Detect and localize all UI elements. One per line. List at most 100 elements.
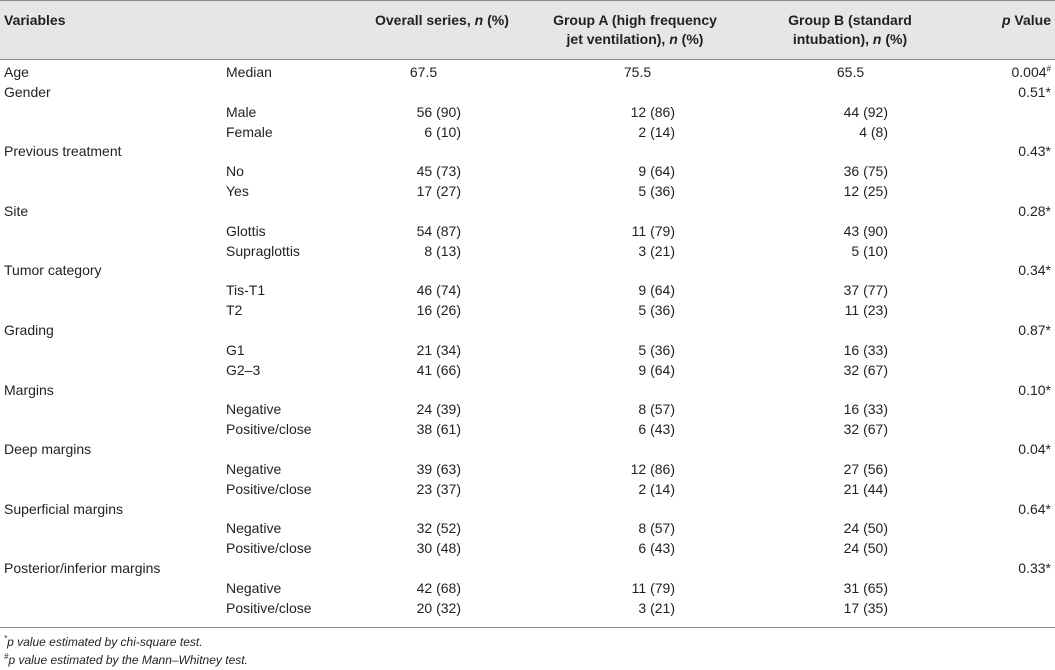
row-overall-value: 32 (52) [416,520,461,537]
row-p-value: 0.87* [1018,321,1051,338]
row-overall-value: 54 (87) [416,222,461,239]
row-subcategory: Positive/close [226,421,312,438]
row-p-value: 0.34* [1018,262,1051,279]
row-group-b-value: 44 (92) [843,103,888,120]
row-overall-value: 21 (34) [416,341,461,358]
row-subcategory: Tis-T1 [226,282,266,299]
table-row: Positive/close 20 (32) 3 (21) 17 (35) [0,599,1055,619]
row-group-a-value: 9 (64) [638,163,675,180]
row-p-value: 0.43* [1018,143,1051,160]
row-group-a-value: 3 (21) [638,599,675,616]
row-group-b-value: 32 (67) [843,361,888,378]
header-overall-series: Overall series, n (%) [375,12,509,28]
table-row: T2 16 (26) 5 (36) 11 (23) [0,301,1055,321]
row-group-b-value: 36 (75) [843,163,888,180]
row-group-b-value: 24 (50) [843,540,888,557]
row-group-b-value: 24 (50) [843,520,888,537]
row-group-a-value: 6 (43) [638,540,675,557]
table-header: Variables Overall series, n (%) Group A … [0,0,1055,60]
table-bottom-rule [0,627,1055,628]
row-subcategory: Positive/close [226,540,312,557]
row-group-b-value: 4 (8) [859,123,888,140]
row-overall-value: 41 (66) [416,361,461,378]
row-group-b-value: 16 (33) [843,401,888,418]
row-overall-value: 42 (68) [416,579,461,596]
row-overall-value: 24 (39) [416,401,461,418]
row-group-b-value: 27 (56) [843,460,888,477]
row-overall-value: 17 (27) [416,183,461,200]
table-row: Age Median 67.5 75.5 65.5 0.004# [0,63,1055,83]
table-row: Posterior/inferior margins 0.33* [0,559,1055,579]
row-group-b-value: 12 (25) [843,183,888,200]
row-subcategory: No [226,163,244,180]
row-overall-value: 56 (90) [416,103,461,120]
row-variable: Site [4,202,29,219]
row-subcategory: T2 [226,302,243,319]
row-overall-value: 23 (37) [416,480,461,497]
row-variable: Tumor category [4,262,102,279]
row-group-a-value: 11 (79) [631,579,675,596]
header-group-a: Group A (high frequency jet ventilation)… [553,12,717,47]
table-row: No 45 (73) 9 (64) 36 (75) [0,162,1055,182]
row-group-b-value: 65.5 [836,64,865,80]
row-group-a-value: 8 (57) [638,520,675,537]
table-row: Positive/close 38 (61) 6 (43) 32 (67) [0,420,1055,440]
row-group-b-value: 17 (35) [843,599,888,616]
header-p-value: p Value [1001,12,1051,28]
table-row: Female 6 (10) 2 (14) 4 (8) [0,123,1055,143]
row-subcategory: Glottis [226,222,266,239]
row-p-value: 0.28* [1018,202,1051,219]
row-subcategory: Positive/close [226,480,312,497]
row-group-a-value: 3 (21) [638,242,675,259]
table-row: Deep margins 0.04* [0,440,1055,460]
footnote-mann-whitney: #p value estimated by the Mann–Whitney t… [4,652,248,668]
header-variables: Variables [4,12,66,28]
row-overall-value: 39 (63) [416,460,461,477]
table-row: Previous treatment 0.43* [0,142,1055,162]
row-variable: Age [4,64,29,80]
table-row: Tumor category 0.34* [0,261,1055,281]
row-subcategory: Negative [226,401,282,418]
row-overall-value: 38 (61) [416,421,461,438]
row-group-b-value: 11 (23) [844,302,888,319]
row-subcategory: Supraglottis [226,242,300,259]
row-overall-value: 20 (32) [416,599,461,616]
row-variable: Deep margins [4,441,92,458]
footnote-chi-square: *p value estimated by chi-square test. [4,634,203,650]
row-subcategory: G1 [226,341,245,358]
row-variable: Superficial margins [4,500,124,517]
row-overall-value: 45 (73) [416,163,461,180]
row-group-a-value: 5 (36) [638,183,675,200]
table-row: Gender 0.51* [0,83,1055,103]
row-subcategory: Female [226,123,273,140]
row-overall-value: 6 (10) [424,123,461,140]
row-p-value: 0.10* [1018,381,1051,398]
table-row: Positive/close 23 (37) 2 (14) 21 (44) [0,480,1055,500]
row-variable: Gender [4,83,51,100]
row-group-b-value: 21 (44) [843,480,888,497]
row-overall-value: 46 (74) [416,282,461,299]
row-group-a-value: 9 (64) [638,361,675,378]
table-row: Yes 17 (27) 5 (36) 12 (25) [0,182,1055,202]
row-subcategory: Negative [226,460,282,477]
table-row: Grading 0.87* [0,321,1055,341]
row-subcategory: G2–3 [226,361,261,378]
row-group-b-value: 43 (90) [843,222,888,239]
row-group-a-value: 12 (86) [630,460,675,477]
header-group-b: Group B (standard intubation), n (%) [788,12,912,47]
row-group-a-value: 6 (43) [638,421,675,438]
row-overall-value: 8 (13) [424,242,461,259]
table-row: Site 0.28* [0,202,1055,222]
p-value-text: 0.004 [1011,64,1047,80]
table-body: Age Median 67.5 75.5 65.5 0.004# Gender 0.51* Ma… [0,63,1055,619]
row-p-value: 0.004# [1012,63,1052,83]
row-subcategory: Positive/close [226,599,312,616]
row-p-value: 0.04* [1018,441,1051,458]
row-overall-value: 30 (48) [416,540,461,557]
row-group-a-value: 5 (36) [638,341,675,358]
row-group-a-value: 8 (57) [638,401,675,418]
row-group-b-value: 16 (33) [843,341,888,358]
row-variable: Grading [4,321,54,338]
row-p-value: 0.51* [1018,83,1051,100]
